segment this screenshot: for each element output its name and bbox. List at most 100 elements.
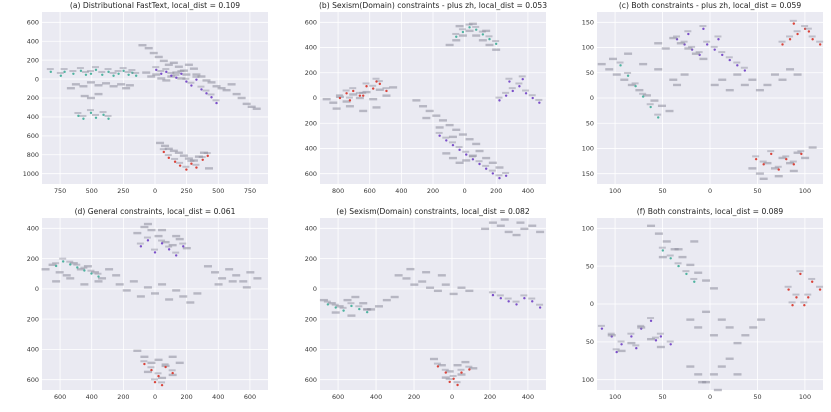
y-tick-label: 400 (305, 346, 317, 354)
word-label-mark (808, 35, 816, 38)
word-point (63, 70, 66, 74)
word-label-mark (363, 308, 371, 311)
word-point (140, 355, 149, 359)
word-point (89, 111, 93, 115)
word-label-mark (355, 305, 363, 308)
word-point (718, 78, 727, 81)
word-point (702, 279, 711, 282)
word-point (515, 303, 518, 306)
word-label-mark (331, 303, 339, 306)
word-point (778, 156, 787, 160)
y-tick-label: 50 (586, 119, 594, 127)
word-label-mark (457, 368, 465, 371)
word-point (733, 73, 742, 76)
word-point (468, 22, 477, 25)
word-label-mark (433, 362, 441, 365)
word-point (174, 254, 178, 257)
word-point (709, 373, 718, 376)
word-point (639, 62, 648, 66)
word-point (182, 246, 191, 250)
word-label-mark (382, 87, 390, 90)
word-point (41, 268, 50, 271)
word-point (222, 88, 231, 92)
word-point (173, 160, 177, 163)
word-point (169, 61, 178, 65)
chart-title: (b) Sexism(Domain) constraints - plus zh… (319, 1, 547, 10)
word-label-mark (46, 68, 54, 71)
word-point (143, 286, 152, 289)
word-point (374, 305, 383, 308)
word-point (488, 161, 497, 164)
word-point (620, 343, 623, 346)
word-label-mark (453, 381, 461, 384)
word-point (717, 38, 720, 41)
word-point (710, 83, 719, 87)
word-label-mark (158, 239, 166, 242)
word-point (86, 96, 95, 100)
word-label-mark (496, 294, 504, 297)
word-point (630, 335, 633, 338)
word-label-mark (458, 28, 466, 31)
word-point (378, 82, 382, 86)
word-point (215, 101, 218, 105)
word-point (441, 376, 450, 379)
word-point (227, 83, 236, 86)
word-point (168, 355, 177, 359)
x-tick-label: 200 (408, 393, 420, 401)
word-point (524, 92, 528, 95)
word-label-mark (182, 165, 190, 168)
word-label-mark (212, 99, 220, 102)
word-point (94, 68, 98, 72)
word-point (117, 83, 126, 86)
word-label-mark (816, 40, 824, 43)
word-point (678, 255, 687, 259)
word-point (754, 157, 758, 161)
word-point (217, 87, 226, 90)
word-label-mark (445, 378, 453, 381)
word-point (363, 308, 372, 311)
word-point (669, 343, 672, 346)
word-point (600, 327, 604, 330)
word-label-mark (159, 148, 167, 151)
word-label-mark (187, 81, 195, 84)
points-layer (597, 224, 824, 392)
word-point (445, 123, 454, 127)
word-point (462, 159, 471, 162)
word-point (504, 94, 508, 97)
word-point (468, 368, 471, 371)
word-point (495, 166, 504, 169)
word-point (677, 264, 680, 268)
word-point (449, 292, 458, 296)
y-tick-label: 200 (27, 94, 39, 102)
word-point (801, 156, 810, 160)
word-point (133, 231, 142, 235)
word-point (156, 141, 165, 145)
word-point (160, 72, 163, 75)
word-label-mark (152, 66, 160, 69)
word-point (369, 97, 378, 101)
word-label-mark (91, 66, 99, 69)
word-point (458, 133, 467, 136)
word-label-mark (349, 87, 357, 90)
word-label-mark (347, 302, 355, 305)
word-point (615, 350, 618, 354)
chart-title: (d) General constraints, local_dist = 0.… (75, 207, 236, 216)
word-label-mark (472, 25, 480, 28)
word-label-mark (179, 242, 187, 245)
word-point (167, 248, 171, 251)
word-label-mark (518, 75, 526, 78)
word-point (247, 105, 256, 108)
word-point (627, 341, 636, 345)
word-point (161, 144, 170, 148)
word-point (200, 88, 203, 91)
x-tick-label: 400 (370, 393, 382, 401)
word-point (777, 168, 780, 171)
word-label-mark (119, 67, 127, 70)
word-point (743, 69, 747, 72)
word-point (242, 286, 251, 289)
word-point (516, 221, 525, 224)
word-point (207, 81, 216, 84)
x-tick-label: 200 (427, 187, 439, 195)
word-point (491, 172, 495, 175)
word-point (419, 105, 428, 108)
